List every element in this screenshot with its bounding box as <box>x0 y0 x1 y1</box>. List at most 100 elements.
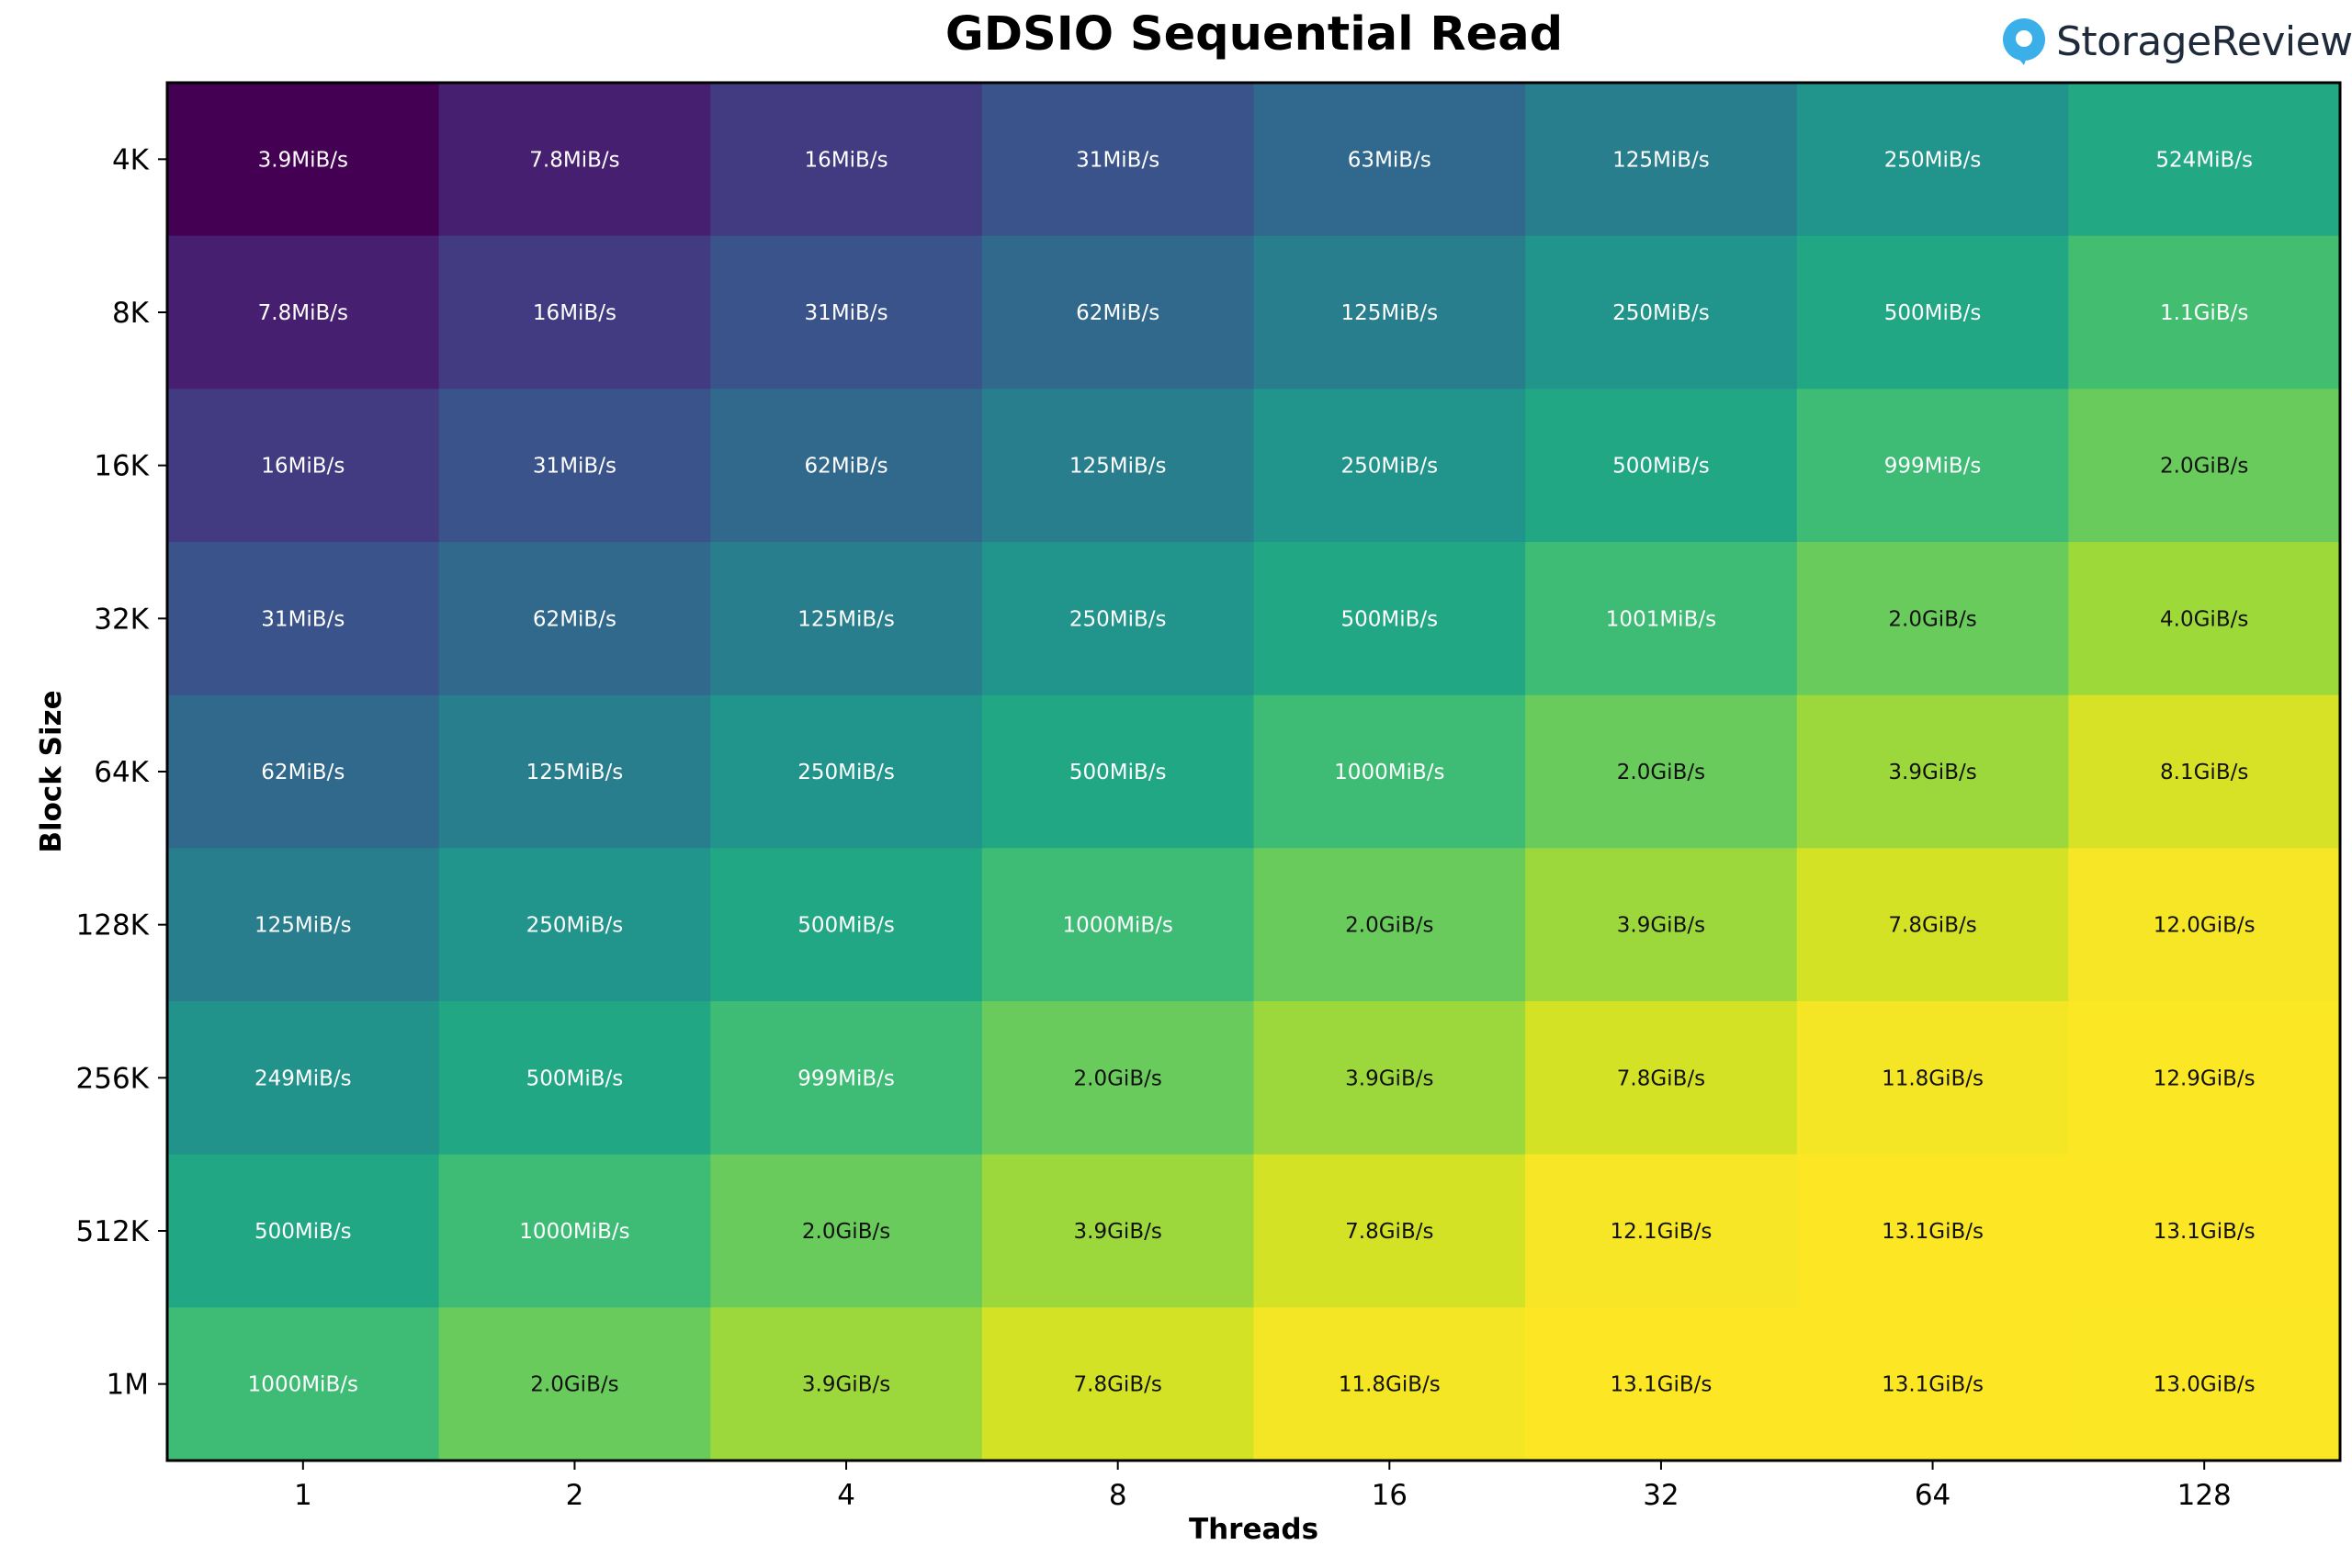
cell-value-label: 500MiB/s <box>797 914 895 938</box>
cell-value-label: 2.0GiB/s <box>1074 1066 1162 1090</box>
heatmap-cell <box>2068 235 2341 389</box>
cell-value-label: 999MiB/s <box>1884 455 1982 479</box>
cell-value-label: 125MiB/s <box>1340 301 1438 325</box>
y-tick-label: 32K <box>94 603 149 636</box>
heatmap-cell <box>1525 389 1798 543</box>
heatmap-cell <box>2068 1154 2341 1308</box>
y-axis: 4K 8K 16K 32K 64K 128K 256K 512K 1M <box>76 143 167 1402</box>
cell-value-label: 7.8MiB/s <box>258 301 348 325</box>
cell-value-label: 11.8GiB/s <box>1339 1373 1441 1397</box>
cell-value-label: 1000MiB/s <box>1334 761 1444 784</box>
heatmap-cell <box>1253 389 1526 543</box>
heatmap-cell <box>1796 1001 2069 1156</box>
cell-value-label: 125MiB/s <box>1612 148 1710 172</box>
heatmap-cell <box>1796 1154 2069 1308</box>
heatmap-cell <box>981 389 1254 543</box>
y-tick-label: 512K <box>76 1215 150 1248</box>
cell-value-label: 3.9GiB/s <box>802 1373 890 1397</box>
heatmap-cell <box>438 83 711 237</box>
heatmap-cell <box>710 389 983 543</box>
heatmap-cell <box>1525 235 1798 389</box>
cell-value-label: 250MiB/s <box>1069 607 1167 631</box>
heatmap-cell <box>710 1001 983 1156</box>
y-tick-label: 64K <box>94 756 149 789</box>
logo-text: StorageReview <box>2056 17 2352 65</box>
heatmap-cell <box>167 1307 440 1461</box>
cell-value-label: 524MiB/s <box>2155 148 2253 172</box>
heatmap-cell <box>1796 542 2069 696</box>
heatmap-cell <box>1253 694 1526 849</box>
cell-value-label: 3.9GiB/s <box>1074 1220 1162 1244</box>
heatmap-cell <box>710 1307 983 1461</box>
heatmap-cell <box>1796 694 2069 849</box>
heatmap-cell <box>2068 694 2341 849</box>
heatmap-cell <box>1253 848 1526 1002</box>
heatmap-cell <box>1525 848 1798 1002</box>
x-tick-label: 64 <box>1915 1479 1951 1512</box>
x-tick-label: 4 <box>837 1479 855 1512</box>
heatmap-cell <box>1253 83 1526 237</box>
y-tick-label: 4K <box>112 143 150 176</box>
heatmap-cell <box>981 83 1254 237</box>
y-tick-label: 128K <box>76 909 150 942</box>
heatmap-cell <box>1525 83 1798 237</box>
heatmap-cell <box>981 1154 1254 1308</box>
heatmap-cell <box>1796 848 2069 1002</box>
cell-value-label: 3.9GiB/s <box>1617 914 1705 938</box>
heatmap-cell <box>981 848 1254 1002</box>
cell-value-label: 250MiB/s <box>1612 301 1710 325</box>
x-tick-label: 8 <box>1109 1479 1127 1512</box>
heatmap-cell <box>2068 1307 2341 1461</box>
cell-value-label: 63MiB/s <box>1348 148 1431 172</box>
y-tick-label: 8K <box>112 297 150 330</box>
cell-value-label: 2.0GiB/s <box>802 1220 890 1244</box>
cell-value-label: 13.1GiB/s <box>1882 1373 1984 1397</box>
heatmap-cell <box>710 694 983 849</box>
cell-value-label: 249MiB/s <box>254 1066 352 1090</box>
cell-value-label: 3.9GiB/s <box>1345 1066 1433 1090</box>
cell-value-label: 2.0GiB/s <box>530 1373 618 1397</box>
heatmap-cell <box>1253 1154 1526 1308</box>
y-tick-label: 256K <box>76 1062 150 1095</box>
heatmap-cell <box>2068 542 2341 696</box>
cell-value-label: 16MiB/s <box>533 301 616 325</box>
cell-value-label: 125MiB/s <box>526 761 624 784</box>
cell-value-label: 12.1GiB/s <box>1610 1220 1712 1244</box>
cell-value-label: 125MiB/s <box>1069 455 1167 479</box>
heatmap-cell <box>710 1154 983 1308</box>
heatmap-cell <box>167 1154 440 1308</box>
cell-value-label: 500MiB/s <box>1612 455 1710 479</box>
heatmap-cell <box>438 694 711 849</box>
cell-value-label: 250MiB/s <box>797 761 895 784</box>
cell-value-label: 1000MiB/s <box>248 1373 358 1397</box>
cell-value-label: 8.1GiB/s <box>2160 761 2248 784</box>
heatmap-cell <box>167 235 440 389</box>
cell-value-label: 62MiB/s <box>533 607 616 631</box>
y-axis-label: Block Size <box>35 690 68 852</box>
heatmap-cell <box>981 235 1254 389</box>
storagereview-logo-icon <box>2003 18 2045 65</box>
heatmap-cell <box>1525 694 1798 849</box>
cell-value-label: 7.8GiB/s <box>1888 914 1976 938</box>
storagereview-logo: StorageReview <box>2001 13 2352 70</box>
heatmap-cell <box>1253 1001 1526 1156</box>
heatmap-cell <box>167 542 440 696</box>
cell-value-label: 2.0GiB/s <box>1345 914 1433 938</box>
x-tick-label: 2 <box>566 1479 584 1512</box>
heatmap-cell <box>2068 389 2341 543</box>
x-axis: 1 2 4 8 16 32 64 128 <box>294 1461 2232 1512</box>
cell-value-label: 125MiB/s <box>797 607 895 631</box>
cell-value-label: 31MiB/s <box>1076 148 1159 172</box>
cell-value-label: 500MiB/s <box>1340 607 1438 631</box>
cell-value-label: 31MiB/s <box>533 455 616 479</box>
heatmap-cell <box>1253 542 1526 696</box>
heatmap-cell <box>710 542 983 696</box>
x-axis-label: Threads <box>1189 1513 1318 1546</box>
x-tick-label: 128 <box>2177 1479 2232 1512</box>
heatmap-cell <box>1253 235 1526 389</box>
heatmap-cell <box>981 694 1254 849</box>
cell-value-label: 3.9GiB/s <box>1888 761 1976 784</box>
heatmap-cell <box>2068 848 2341 1002</box>
cell-value-label: 7.8GiB/s <box>1074 1373 1162 1397</box>
cell-value-label: 3.9MiB/s <box>258 148 348 172</box>
